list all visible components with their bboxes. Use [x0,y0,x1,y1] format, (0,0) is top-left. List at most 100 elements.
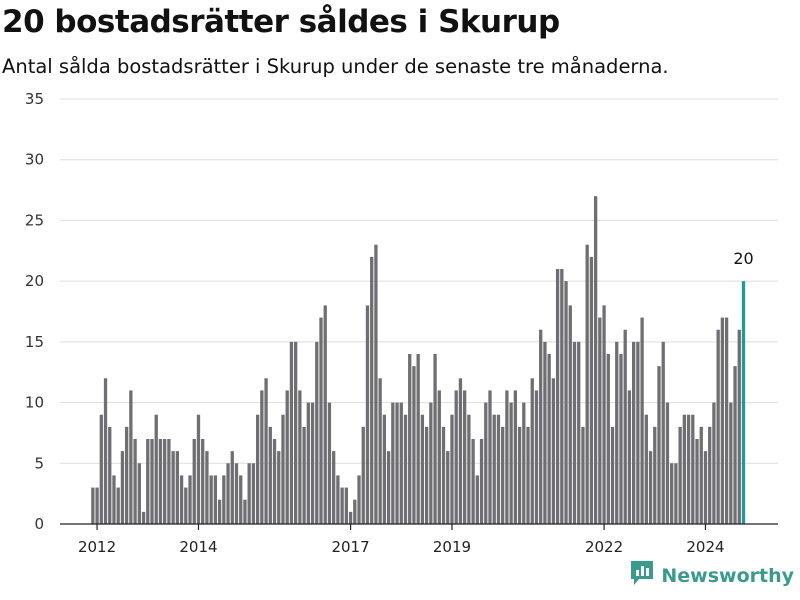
bar [91,487,95,524]
bar [568,305,572,524]
bar [340,487,344,524]
bar [526,426,530,524]
bar [716,329,720,524]
bar [167,439,171,524]
bar [150,439,154,524]
bar [724,317,729,524]
bar [496,414,501,524]
bar [670,463,674,524]
bar [636,341,640,524]
bar [255,414,260,524]
bar-highlight [741,281,746,524]
bar [572,341,577,524]
bar [272,439,277,524]
bar [522,402,526,524]
bar [648,451,653,524]
bar [712,402,716,524]
bar [420,414,425,524]
bar [196,414,201,524]
bar [298,390,302,524]
y-tick-label: 0 [34,515,44,533]
bar [720,317,725,524]
bar [627,390,632,524]
bar [475,475,479,524]
bar [260,390,264,524]
bar [95,487,99,524]
bar [141,511,146,524]
bar [205,451,209,524]
bar [129,390,133,524]
x-tick-label: 2017 [331,538,369,556]
bar [365,305,370,524]
bar [564,281,568,524]
bar [226,463,230,524]
bar [230,451,234,524]
bar [277,451,281,524]
bar [446,451,450,524]
bar [530,378,534,524]
bar [640,317,644,524]
bar [424,426,429,524]
bar [268,426,272,524]
bar [682,414,686,524]
x-tick-label: 2012 [78,538,116,556]
bar [657,366,661,524]
bar [433,354,437,524]
bar [602,305,606,524]
bar [615,341,619,524]
bar [251,463,256,524]
bar [332,451,336,524]
bar [412,366,416,524]
bar [310,402,315,524]
bar [471,439,475,524]
bar [108,426,112,524]
bar [188,475,192,524]
bar [125,426,129,524]
bar [555,269,560,524]
bar [264,378,268,524]
y-tick-label: 35 [25,90,44,108]
x-tick-label: 2019 [433,538,471,556]
bar [560,269,564,524]
bar [501,426,505,524]
bar [543,341,547,524]
bar [112,475,116,524]
bar [598,317,602,524]
bar [239,475,243,524]
bar [137,463,141,524]
bar [729,402,733,524]
bar [146,439,150,524]
bar [610,426,615,524]
newsworthy-logo-icon [629,559,655,592]
bar [429,402,433,524]
bar [217,499,222,524]
bar [581,426,585,524]
y-tick-label: 25 [25,211,44,229]
brand-name: Newsworthy [661,564,794,587]
bar [222,475,226,524]
bar [370,256,374,524]
bar [348,511,353,524]
bar [577,341,581,524]
bar [517,426,522,524]
bar [539,329,543,524]
bar [450,414,454,524]
bar [653,426,657,524]
bar [374,244,378,524]
bar [593,196,598,524]
bar [437,390,441,524]
bar [175,451,179,524]
bar [454,390,458,524]
bar [488,390,492,524]
bar [623,329,627,524]
bar [213,475,218,524]
bar [103,378,108,524]
x-tick-label: 2022 [585,538,623,556]
y-tick-label: 10 [25,394,44,412]
bar [116,487,120,524]
bar [201,439,205,524]
y-tick-label: 20 [25,272,44,290]
bar [395,402,399,524]
bar [361,426,365,524]
